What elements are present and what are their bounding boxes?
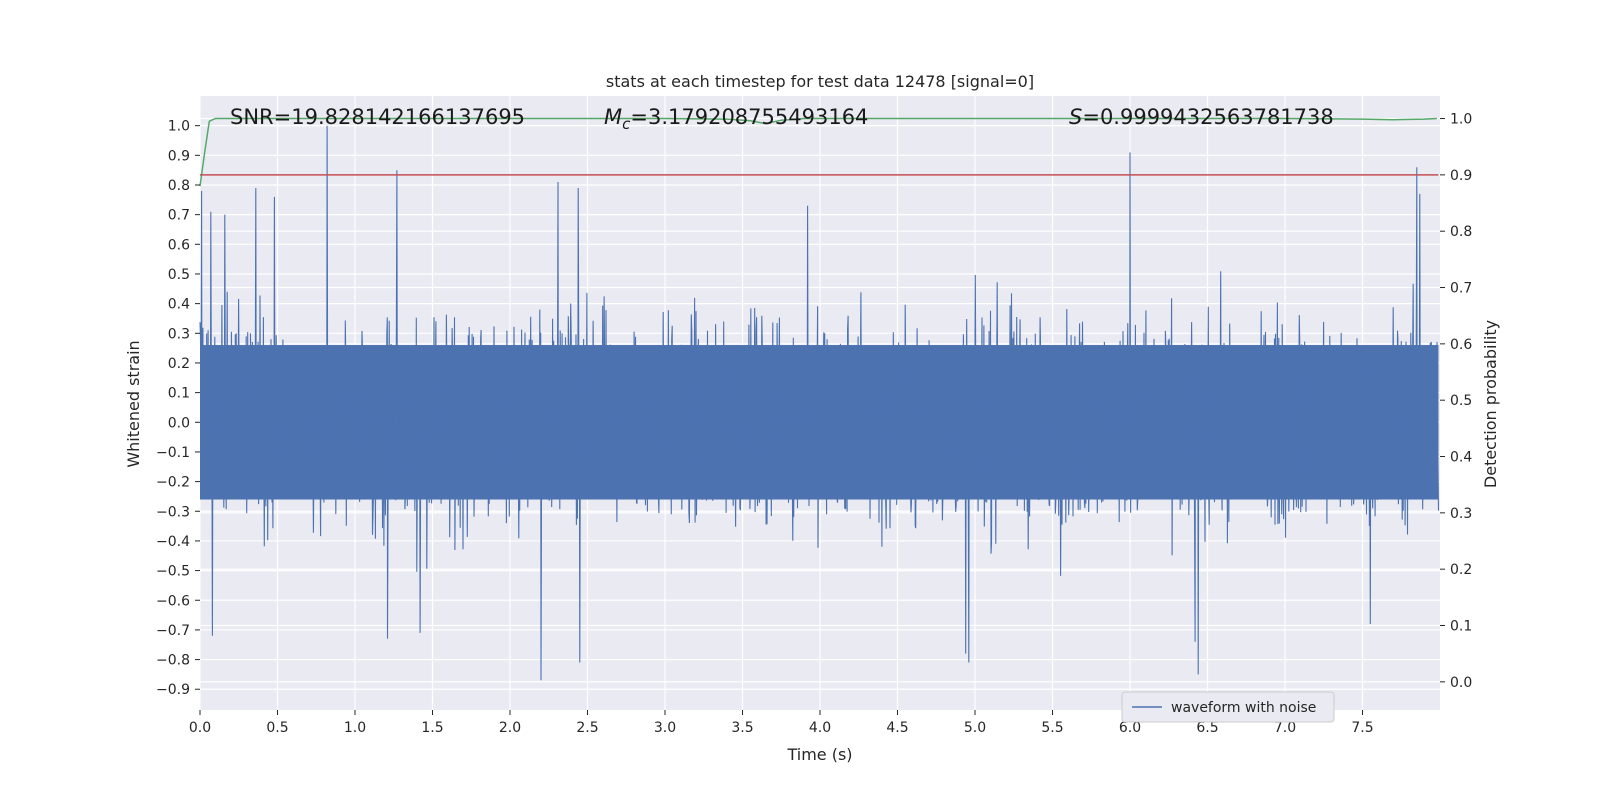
y-axis-label: Whitened strain [124, 340, 143, 467]
x-tick-label: 7.5 [1351, 720, 1373, 736]
legend-box [1121, 691, 1335, 723]
x-tick-label: 5.0 [964, 720, 986, 736]
x-tick-label: 2.0 [499, 720, 521, 736]
y-tick-label: 0.6 [168, 237, 190, 253]
x-tick-label: 7.0 [1274, 720, 1296, 736]
x-tick-label: 6.5 [1196, 720, 1218, 736]
y2-tick-label: 1.0 [1450, 112, 1472, 128]
y-tick-label: 0.5 [168, 267, 190, 283]
x-tick-label: 3.5 [731, 720, 753, 736]
y-tick-label: 1.0 [168, 119, 190, 135]
y-tick-label: 0.7 [168, 208, 190, 224]
x-axis-ticks: 0.0 0.5 1.0 1.5 2.0 2.5 3.0 3.5 4.0 4.5 5.0 5.5 6.0 6… [189, 710, 1374, 736]
y2-tick-label: 0.1 [1450, 619, 1472, 635]
score-annotation: S=0.9999432563781738 [1069, 105, 1334, 129]
y2-tick-label: 0.8 [1450, 224, 1472, 240]
y-tick-label: −0.3 [156, 504, 190, 520]
y-tick-label: −0.1 [156, 445, 190, 461]
y2-axis-label: Detection probability [1481, 320, 1500, 488]
x-tick-label: 0.5 [266, 720, 288, 736]
x-tick-label: 1.0 [344, 720, 366, 736]
x-tick-label: 1.5 [421, 720, 443, 736]
y-tick-label: 0.4 [168, 297, 190, 313]
y-tick-label: 0.3 [168, 326, 190, 342]
y-tick-label: −0.2 [156, 475, 190, 491]
y-tick-label: −0.4 [156, 534, 190, 550]
x-tick-label: 4.0 [809, 720, 831, 736]
detection-probability-line [199, 117, 1437, 187]
y-tick-label: −0.7 [156, 623, 190, 639]
y-tick-label: −0.6 [156, 593, 190, 609]
y2-tick-label: 0.4 [1450, 450, 1472, 466]
legend-label: waveform with noise [1171, 700, 1316, 716]
chirp-mass-annotation: Mc=3.179208755493164 [604, 105, 868, 133]
y-axis-ticks: −0.9 −0.8 −0.7 −0.6 −0.5 −0.4 −0.3 −0.2 −0.1 0.0 0… [156, 119, 200, 698]
y-tick-label: 0.0 [168, 415, 190, 431]
y2-tick-label: 0.9 [1450, 168, 1472, 184]
x-tick-label: 0.0 [189, 720, 211, 736]
x-tick-label: 6.0 [1119, 720, 1141, 736]
x-tick-label: 5.5 [1041, 720, 1063, 736]
x-axis-label: Time (s) [786, 745, 852, 764]
y2-tick-label: 0.3 [1450, 506, 1472, 522]
y2-tick-label: 0.5 [1450, 393, 1472, 409]
snr-annotation: SNR=19.828142166137695 [230, 105, 525, 129]
waveform-series [199, 125, 1440, 681]
x-tick-label: 3.0 [654, 720, 676, 736]
x-tick-label: 2.5 [576, 720, 598, 736]
chart-title: stats at each timestep for test data 124… [606, 72, 1034, 91]
y-tick-label: 0.2 [168, 356, 190, 372]
y2-axis-ticks: 0.0 0.1 0.2 0.3 0.4 0.5 0.6 0.7 0.8 0.9 1.0 [1440, 112, 1472, 691]
y2-tick-label: 0.7 [1450, 281, 1472, 297]
y-tick-label: −0.9 [156, 682, 190, 698]
y-tick-label: −0.5 [156, 564, 190, 580]
y2-tick-label: 0.2 [1450, 562, 1472, 578]
y2-tick-label: 0.6 [1450, 337, 1472, 353]
legend: waveform with noise [1121, 691, 1335, 723]
waveform-line [199, 125, 1440, 681]
x-tick-label: 4.5 [886, 720, 908, 736]
y2-tick-label: 0.0 [1450, 675, 1472, 691]
y-tick-label: 0.9 [168, 148, 190, 164]
y-tick-label: 0.8 [168, 178, 190, 194]
probability-series [199, 117, 1439, 187]
y-tick-label: −0.8 [156, 653, 190, 669]
y-tick-label: 0.1 [168, 386, 190, 402]
